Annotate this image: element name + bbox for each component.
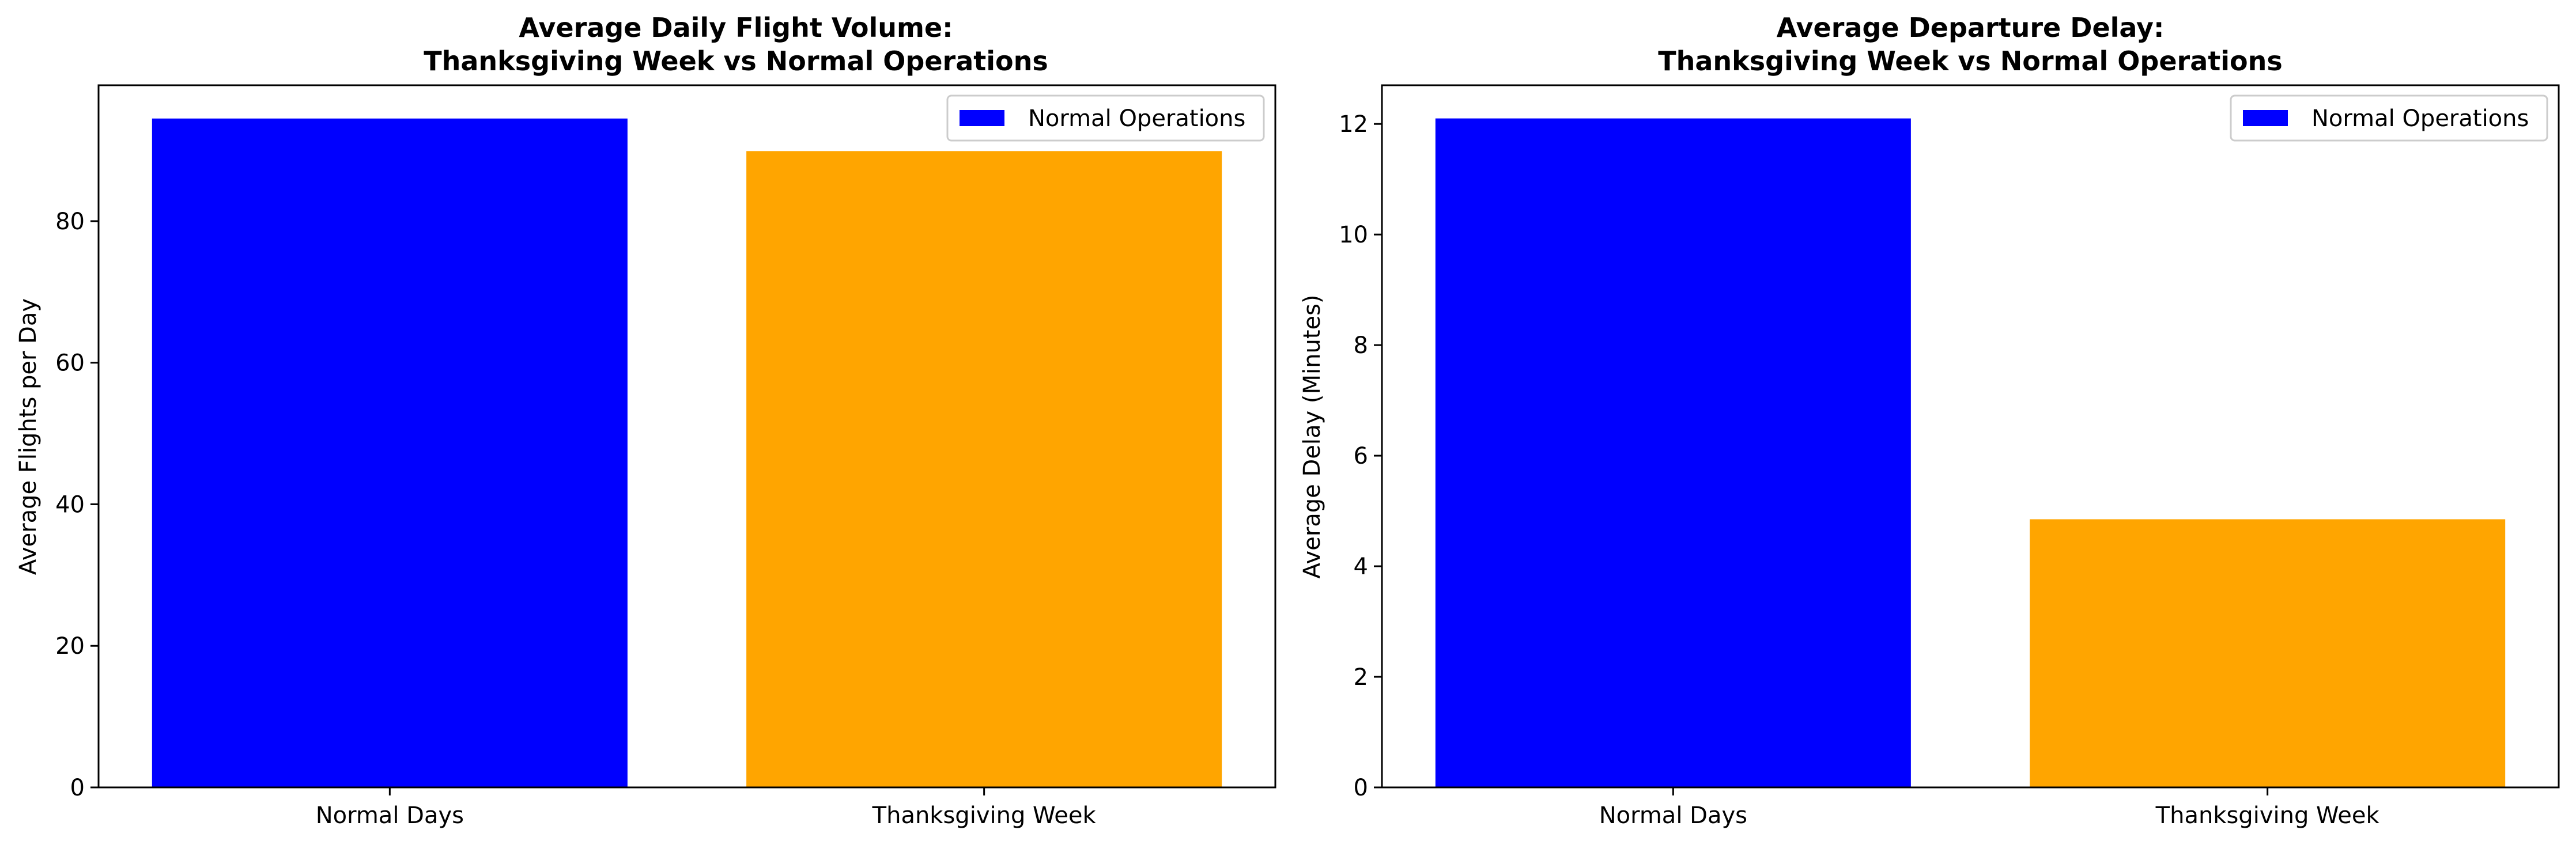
- x-tick-label: Thanksgiving Week: [872, 802, 1097, 829]
- y-tick-label: 4: [1354, 554, 1368, 580]
- x-tick-label: Normal Days: [1599, 802, 1747, 829]
- legend-swatch: [960, 110, 1004, 126]
- legend-frame: [946, 94, 1265, 142]
- legend-swatch: [2243, 110, 2288, 126]
- y-tick-label: 40: [55, 491, 85, 518]
- plot-frame: [97, 84, 1276, 789]
- bar-normal-days: [152, 118, 628, 788]
- x-tick-label: Normal Days: [316, 802, 464, 829]
- y-tick-label: 6: [1354, 443, 1368, 469]
- y-tick-label: 0: [1354, 775, 1368, 801]
- y-axis-label: Average Flights per Day: [15, 298, 41, 575]
- plot-frame: [1381, 84, 2560, 789]
- chart-title-line: Thanksgiving Week vs Normal Operations: [1658, 46, 2283, 77]
- x-tick-label: Thanksgiving Week: [2155, 802, 2380, 829]
- legend: Normal Operations: [946, 94, 1265, 142]
- chart-title-line: Average Daily Flight Volume:: [519, 12, 953, 43]
- legend-label: Normal Operations: [1028, 105, 1245, 132]
- y-tick-label: 10: [1339, 222, 1368, 248]
- y-tick-label: 12: [1339, 111, 1368, 138]
- bar-normal-days: [1435, 118, 1911, 787]
- chart-title-line: Thanksgiving Week vs Normal Operations: [424, 46, 1048, 77]
- y-tick-label: 60: [55, 350, 85, 377]
- y-tick-label: 20: [55, 633, 85, 660]
- y-axis-label: Average Delay (Minutes): [1299, 294, 1325, 578]
- bar-thanksgiving-week: [2030, 519, 2506, 787]
- bar-thanksgiving-week: [746, 151, 1222, 787]
- chart-flight-volume: Average Daily Flight Volume: Thanksgivin…: [15, 12, 1276, 829]
- legend: Normal Operations: [2230, 94, 2548, 142]
- chart-title-line: Average Departure Delay:: [1777, 12, 2165, 43]
- legend-label: Normal Operations: [2311, 105, 2529, 132]
- y-tick-label: 2: [1354, 664, 1368, 691]
- y-tick-label: 0: [70, 775, 85, 801]
- legend-frame: [2230, 94, 2548, 142]
- chart-departure-delay: Average Departure Delay: Thanksgiving We…: [1299, 12, 2560, 829]
- y-tick-label: 8: [1354, 332, 1368, 359]
- y-tick-label: 80: [55, 209, 85, 235]
